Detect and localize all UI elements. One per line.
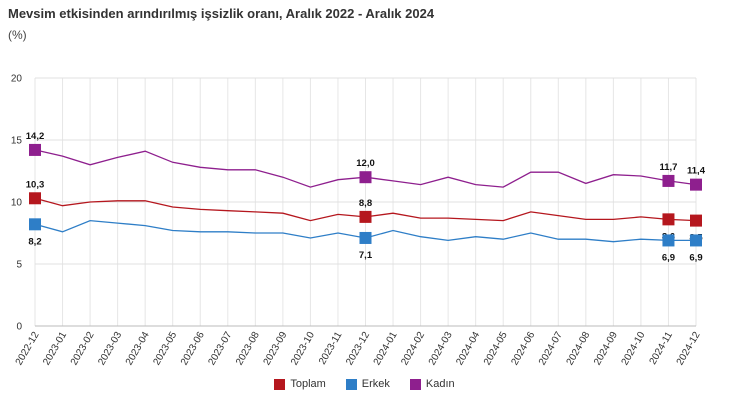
- x-tick-label: 2024-08: [565, 330, 593, 368]
- data-marker[interactable]: [690, 214, 702, 227]
- x-tick-label: 2023-08: [234, 330, 262, 368]
- legend-item-erkek[interactable]: Erkek: [345, 378, 390, 390]
- x-tick-label: 2022-12: [14, 330, 42, 368]
- x-tick-label: 2023-01: [41, 330, 69, 368]
- x-tick-label: 2024-07: [537, 330, 565, 368]
- data-label: 11,4: [687, 166, 706, 177]
- x-tick-label: 2024-04: [454, 330, 482, 368]
- data-label: 8,8: [359, 198, 372, 209]
- legend-item-toplam[interactable]: Toplam: [274, 378, 326, 390]
- x-tick-label: 2023-11: [317, 330, 345, 367]
- x-tick-label: 2023-05: [151, 330, 179, 368]
- x-tick-label: 2024-03: [427, 330, 455, 368]
- data-label: 6,9: [689, 252, 702, 263]
- data-marker[interactable]: [690, 178, 702, 191]
- y-tick-label: 5: [16, 260, 22, 271]
- x-tick-label: 2023-07: [207, 330, 235, 368]
- x-tick-label: 2024-02: [399, 330, 427, 368]
- data-label: 8,2: [28, 236, 41, 247]
- x-tick-label: 2024-06: [509, 330, 537, 368]
- y-tick-label: 15: [11, 136, 23, 147]
- data-marker[interactable]: [662, 174, 675, 187]
- data-marker[interactable]: [662, 213, 675, 226]
- legend-label: Kadın: [425, 378, 455, 390]
- data-marker[interactable]: [662, 234, 675, 247]
- data-label: 14,2: [26, 131, 45, 142]
- legend-item-kadın[interactable]: Kadın: [409, 378, 455, 390]
- legend-label: Toplam: [290, 378, 326, 390]
- data-marker[interactable]: [359, 231, 372, 244]
- data-marker[interactable]: [29, 218, 41, 231]
- x-tick-label: 2023-12: [344, 330, 372, 368]
- data-label: 11,7: [659, 162, 677, 173]
- x-tick-label: 2024-09: [592, 330, 620, 368]
- x-tick-label: 2023-03: [96, 330, 124, 368]
- x-tick-label: 2023-02: [69, 330, 97, 368]
- chart-legend: Toplam Erkek Kadın: [0, 378, 729, 390]
- data-label: 6,9: [662, 252, 675, 263]
- x-tick-label: 2024-05: [482, 330, 510, 368]
- legend-swatch: [274, 378, 286, 390]
- chart-title: Mevsim etkisinden arındırılmış işsizlik …: [8, 6, 435, 21]
- y-tick-label: 10: [11, 198, 23, 209]
- x-tick-label: 2024-11: [648, 330, 676, 367]
- data-marker[interactable]: [690, 234, 702, 247]
- legend-swatch: [409, 378, 421, 390]
- y-tick-label: 20: [11, 74, 23, 85]
- data-label: 7,1: [359, 250, 373, 261]
- data-marker[interactable]: [359, 210, 372, 223]
- x-tick-label: 2023-04: [124, 330, 152, 368]
- x-tick-label: 2023-06: [179, 330, 207, 368]
- legend-label: Erkek: [361, 378, 390, 390]
- x-tick-label: 2023-10: [289, 330, 317, 368]
- x-tick-label: 2024-10: [620, 330, 648, 368]
- data-marker[interactable]: [29, 143, 41, 156]
- data-marker[interactable]: [359, 171, 372, 184]
- chart-unit-label: (%): [8, 28, 27, 42]
- data-label: 12,0: [356, 158, 375, 169]
- data-label: 10,3: [26, 179, 45, 190]
- x-tick-label: 2024-01: [372, 330, 400, 368]
- x-tick-label: 2023-09: [262, 330, 290, 368]
- legend-swatch: [345, 378, 357, 390]
- x-tick-label: 2024-12: [675, 330, 703, 368]
- data-marker[interactable]: [29, 192, 41, 205]
- y-tick-label: 0: [16, 322, 22, 333]
